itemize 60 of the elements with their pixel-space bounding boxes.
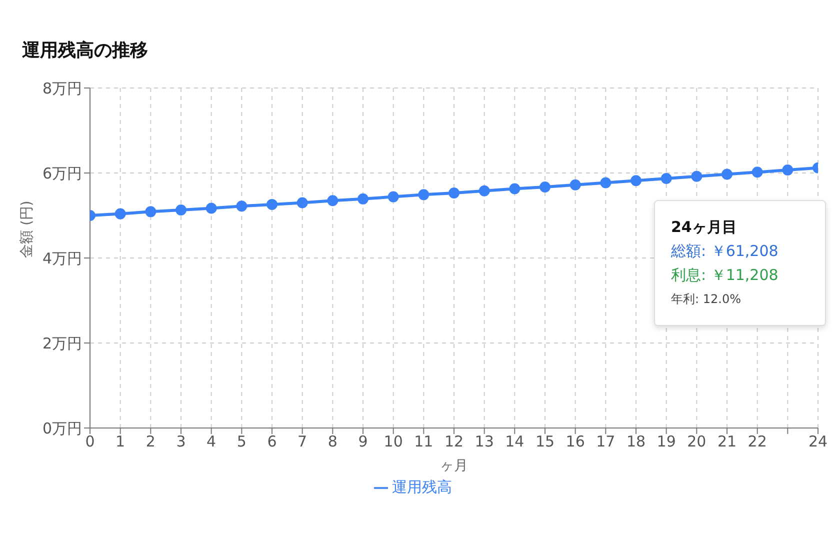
point bbox=[722, 168, 732, 180]
point bbox=[327, 195, 338, 206]
x-tick-label: 4 bbox=[206, 432, 216, 451]
y-tick-label: 2万円 bbox=[42, 334, 82, 352]
y-axis-title: 金額 (円) bbox=[18, 200, 35, 258]
x-tick-label: 20 bbox=[687, 432, 706, 451]
point bbox=[236, 200, 248, 212]
x-tick-label: 19 bbox=[656, 432, 676, 451]
annotation: 総額: ￥61,208 bbox=[671, 241, 780, 262]
point bbox=[358, 193, 368, 204]
legend-label: 運用残高 bbox=[392, 478, 452, 496]
point bbox=[509, 183, 520, 194]
point bbox=[266, 198, 278, 210]
annotation: 年利: 12.0% bbox=[671, 291, 742, 308]
point bbox=[114, 208, 126, 220]
point bbox=[478, 185, 490, 196]
x-tick-label: 14 bbox=[505, 432, 524, 451]
x-tick-label: 0 bbox=[85, 432, 95, 451]
point bbox=[570, 179, 581, 190]
x-tick-label: 13 bbox=[474, 432, 494, 451]
point bbox=[206, 202, 217, 214]
point bbox=[660, 173, 672, 184]
x-tick-label: 2 bbox=[146, 432, 156, 451]
point bbox=[418, 189, 430, 200]
x-tick-label: 8 bbox=[328, 432, 338, 451]
x-tick-label: 9 bbox=[358, 432, 368, 451]
x-tick-label: 7 bbox=[298, 432, 308, 451]
x-tick-label: 12 bbox=[444, 432, 464, 451]
point bbox=[752, 166, 763, 178]
point bbox=[691, 170, 702, 182]
x-tick-label: 1 bbox=[116, 432, 126, 451]
x-tick-label: 16 bbox=[566, 432, 585, 451]
point bbox=[448, 187, 460, 198]
point bbox=[388, 191, 399, 202]
point bbox=[145, 206, 156, 218]
x-tick-label: 15 bbox=[535, 432, 555, 451]
point bbox=[540, 182, 550, 193]
y-tick-label: 0万円 bbox=[42, 419, 82, 438]
point bbox=[296, 197, 308, 208]
x-tick-label: 24 bbox=[808, 432, 828, 451]
point bbox=[600, 177, 612, 188]
x-tick-label: 10 bbox=[384, 432, 403, 451]
annotation: 24ヶ月目 bbox=[671, 217, 738, 238]
chart-title: 運用残高の推移 bbox=[22, 39, 148, 62]
y-tick-label: 6万円 bbox=[42, 164, 82, 182]
x-tick-label: 3 bbox=[176, 432, 186, 451]
y-tick-label: 8万円 bbox=[42, 79, 82, 98]
point bbox=[630, 175, 642, 186]
y-tick-label: 4万円 bbox=[42, 249, 82, 268]
x-tick-label: 6 bbox=[267, 432, 277, 451]
point bbox=[782, 164, 794, 176]
x-tick-label: 22 bbox=[748, 432, 767, 451]
point bbox=[176, 204, 186, 216]
x-tick-label: 17 bbox=[596, 432, 616, 451]
x-tick-label: 18 bbox=[626, 432, 646, 451]
annotation: 利息: ￥11,208 bbox=[671, 265, 780, 286]
x-tick-label: 21 bbox=[717, 432, 737, 451]
x-tick-label: 5 bbox=[236, 432, 246, 451]
x-axis-title: ヶ月 bbox=[440, 458, 468, 474]
x-tick-label: 11 bbox=[414, 432, 434, 451]
